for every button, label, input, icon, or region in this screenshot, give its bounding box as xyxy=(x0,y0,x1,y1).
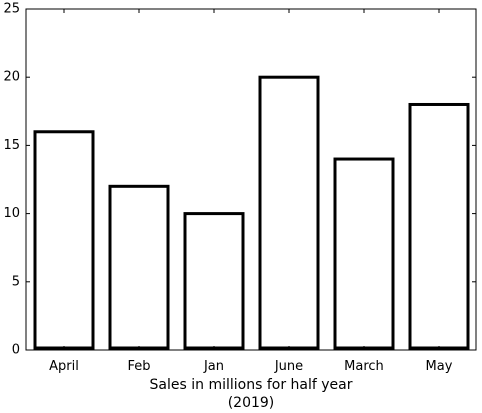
bar-april xyxy=(33,130,95,350)
bar-may xyxy=(408,102,470,350)
y-tick-label-0: 0 xyxy=(12,343,20,358)
x-tick-label-feb: Feb xyxy=(127,359,150,374)
x-axis-title-line-1: Sales in millions for half year xyxy=(150,377,353,393)
y-axis: 0 5 10 15 20 25 xyxy=(3,2,476,358)
x-tick-label-may: May xyxy=(426,359,453,374)
x-axis-title-line-2: (2019) xyxy=(228,395,275,411)
bar-march xyxy=(333,157,395,350)
x-tick-label-jan: Jan xyxy=(203,359,224,374)
bar-feb xyxy=(108,184,170,350)
bar-june xyxy=(258,75,320,350)
x-axis: April Feb Jan June March May xyxy=(49,9,453,374)
x-tick-label-march: March xyxy=(344,359,384,374)
plot-frame xyxy=(25,8,477,351)
y-tick-label-5: 5 xyxy=(12,274,20,289)
x-tick-label-april: April xyxy=(49,359,79,374)
x-tick-label-june: June xyxy=(274,359,303,374)
y-tick-label-15: 15 xyxy=(3,138,20,153)
y-tick-label-20: 20 xyxy=(3,70,20,85)
y-tick-label-25: 25 xyxy=(3,2,20,17)
y-tick-label-10: 10 xyxy=(3,206,20,221)
bars-layer xyxy=(33,75,470,350)
bar-jan xyxy=(183,212,245,350)
